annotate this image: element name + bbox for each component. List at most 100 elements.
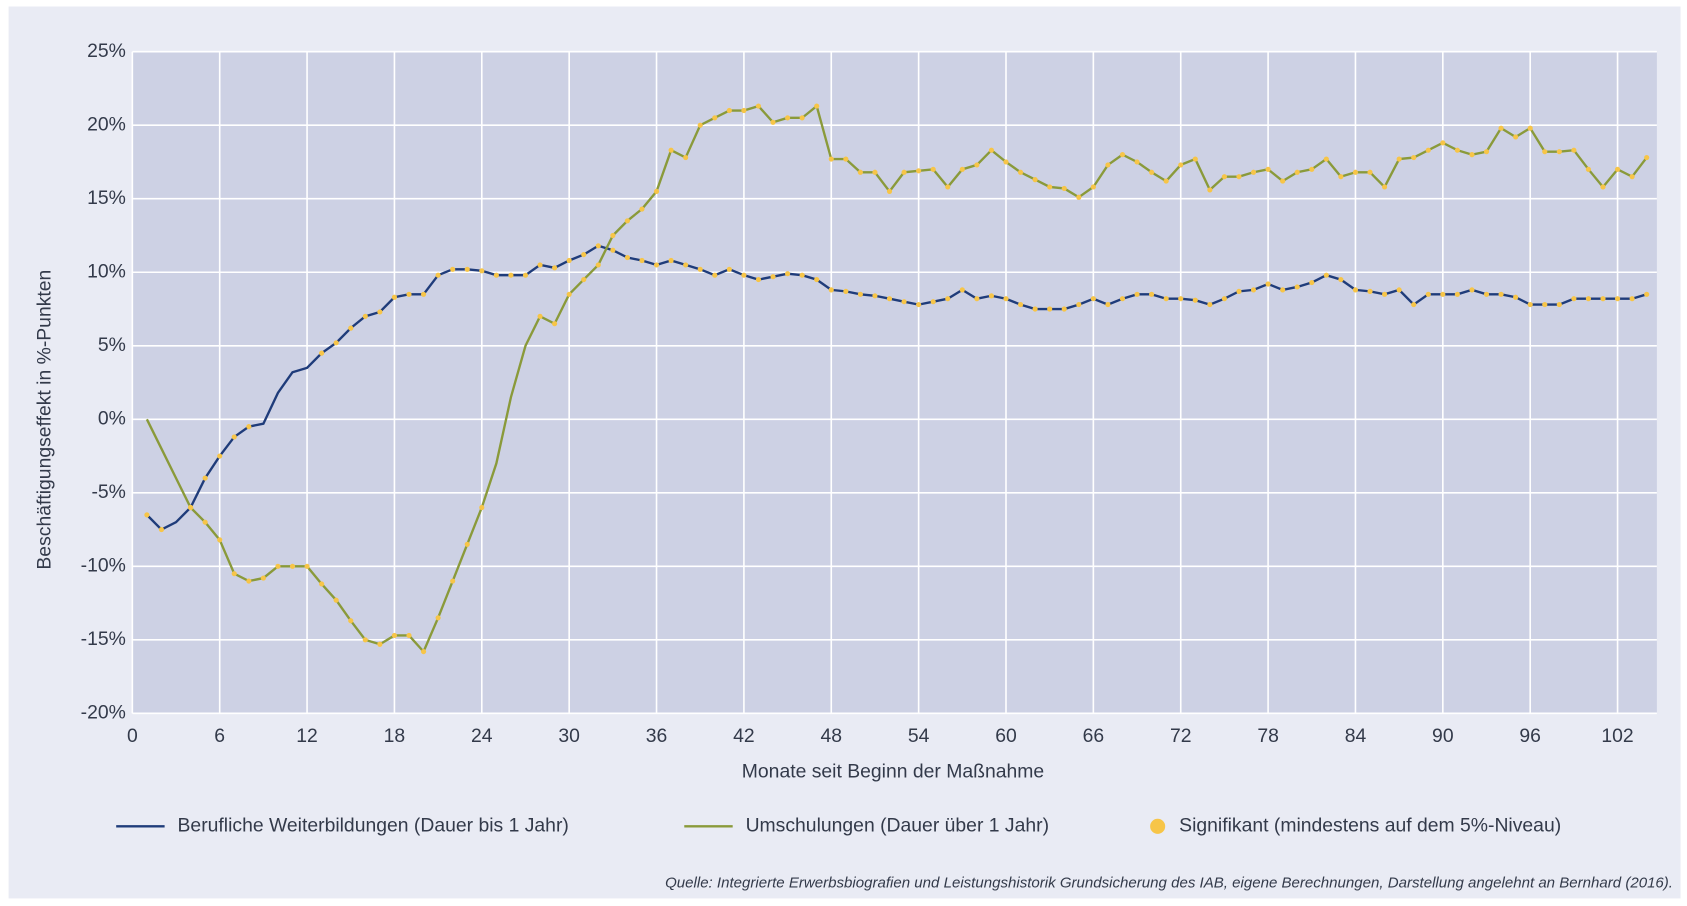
significance-dot — [916, 168, 922, 174]
significance-dot — [1221, 296, 1227, 302]
significance-dot — [1469, 152, 1475, 158]
x-tick-label: 6 — [214, 725, 225, 747]
x-tick-label: 78 — [1257, 725, 1279, 747]
significance-dot — [857, 291, 863, 297]
significance-dot — [217, 453, 223, 459]
significance-dot — [202, 519, 208, 525]
y-tick-label: 5% — [98, 334, 126, 356]
significance-dot — [1207, 302, 1213, 308]
significance-dot — [755, 277, 762, 283]
significance-dot — [901, 169, 907, 175]
significance-dot — [1236, 288, 1242, 294]
significance-dot — [1192, 297, 1198, 303]
significance-dot — [741, 272, 747, 278]
significance-dot — [624, 254, 630, 261]
significance-dot — [872, 293, 878, 299]
legend-label: Berufliche Weiterbildungen (Dauer bis 1 … — [178, 814, 569, 836]
significance-dot — [1571, 147, 1577, 153]
significance-dot — [333, 340, 339, 346]
y-tick-label: 25% — [87, 40, 126, 62]
significance-dot — [275, 563, 281, 569]
significance-dot — [916, 302, 922, 308]
significance-dot — [1614, 296, 1621, 302]
significance-dot — [668, 147, 674, 153]
significance-dot — [479, 504, 485, 511]
significance-dot — [1149, 291, 1155, 297]
significance-dot — [1280, 178, 1286, 184]
significance-dot — [1003, 159, 1009, 165]
significance-dot — [1411, 154, 1417, 161]
significance-dot — [217, 537, 223, 543]
significance-dot — [435, 615, 441, 621]
significance-dot — [1323, 272, 1329, 278]
legend-label: Umschulungen (Dauer über 1 Jahr) — [746, 814, 1049, 836]
significance-dot — [741, 107, 747, 114]
significance-dot — [799, 272, 805, 278]
significance-dot — [1119, 152, 1126, 158]
significance-dot — [1105, 302, 1111, 308]
significance-dot — [1367, 169, 1373, 175]
significance-dot — [726, 107, 732, 114]
significance-dot — [1047, 306, 1053, 312]
significance-dot — [930, 166, 936, 172]
significance-dot — [1338, 277, 1344, 283]
significance-dot — [1425, 147, 1431, 153]
significance-dot — [566, 257, 572, 264]
significance-dot — [319, 581, 325, 587]
significance-dot — [362, 637, 368, 643]
significance-dot — [843, 156, 849, 162]
significance-dot — [988, 147, 995, 153]
significance-dot — [552, 321, 558, 327]
significance-dot — [755, 103, 762, 109]
significance-dot — [828, 287, 834, 293]
significance-dot — [930, 299, 936, 305]
significance-dot — [537, 262, 543, 268]
significance-dot — [391, 294, 398, 300]
y-tick-label: -20% — [81, 701, 126, 723]
significance-dot — [624, 218, 630, 224]
x-tick-label: 48 — [820, 725, 842, 747]
significance-dot — [712, 115, 718, 121]
significance-dot — [799, 115, 805, 121]
x-tick-label: 60 — [995, 725, 1017, 747]
significance-dot — [974, 162, 980, 168]
x-tick-label: 84 — [1345, 725, 1367, 747]
significance-dot — [581, 252, 587, 258]
significance-dot — [1498, 125, 1504, 131]
x-tick-label: 42 — [733, 725, 755, 747]
significance-dot — [843, 288, 849, 294]
significance-dot — [1600, 296, 1606, 302]
significance-dot — [1047, 184, 1053, 190]
significance-dot — [668, 257, 674, 264]
significance-dot — [1454, 291, 1460, 297]
significance-dot — [319, 350, 325, 356]
significance-dot — [1396, 156, 1402, 162]
significance-dot — [566, 291, 572, 297]
significance-dot — [770, 274, 776, 280]
significance-dot — [784, 271, 791, 277]
significance-dot — [348, 618, 354, 624]
significance-dot — [537, 313, 543, 319]
significance-dot — [595, 243, 601, 249]
significance-dot — [1017, 302, 1024, 308]
significance-dot — [1527, 125, 1533, 131]
significance-dot — [901, 299, 907, 305]
significance-dot — [1309, 279, 1315, 286]
significance-dot — [988, 293, 995, 299]
significance-dot — [1250, 287, 1257, 293]
legend-label: Signifikant (mindestens auf dem 5%-Nivea… — [1179, 814, 1561, 836]
y-tick-label: 20% — [87, 113, 126, 135]
significance-dot — [1513, 134, 1519, 140]
significance-dot — [610, 247, 616, 253]
significance-dot — [872, 169, 878, 175]
significance-dot — [1309, 166, 1315, 172]
significance-dot — [1294, 169, 1300, 175]
significance-dot — [362, 313, 368, 319]
significance-dot — [1571, 296, 1577, 302]
significance-dot — [1294, 284, 1300, 290]
y-tick-label: -15% — [81, 628, 126, 650]
significance-dot — [595, 262, 601, 268]
significance-dot — [959, 166, 965, 172]
significance-dot — [1352, 169, 1359, 175]
significance-dot — [697, 122, 703, 128]
